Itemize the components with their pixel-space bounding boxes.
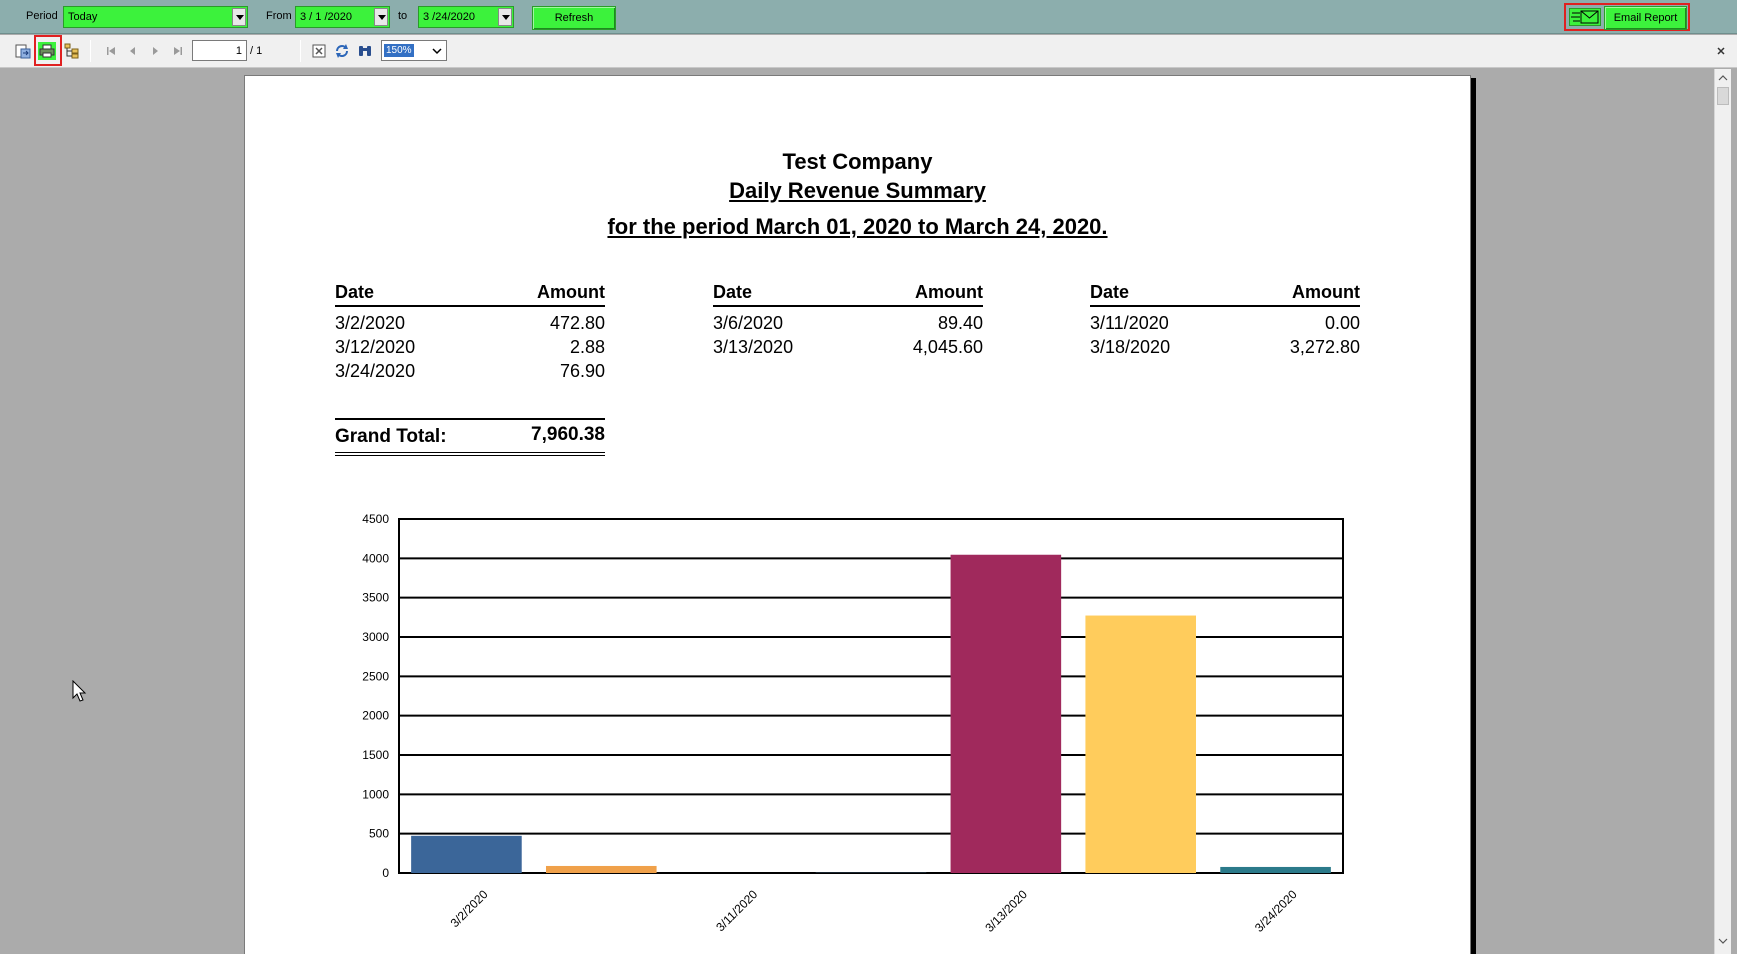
- x-tick-label: 3/2/2020: [448, 887, 491, 930]
- grand-total-label: Grand Total:: [335, 426, 447, 447]
- from-date-picker[interactable]: 3 / 1 /2020: [295, 6, 390, 28]
- refresh-button[interactable]: Refresh: [532, 6, 616, 30]
- y-tick-label: 1500: [362, 748, 389, 762]
- scroll-down-icon[interactable]: [1715, 934, 1732, 948]
- export-icon[interactable]: [14, 42, 32, 60]
- plot-frame: [398, 518, 1344, 874]
- first-page-icon[interactable]: [103, 42, 121, 60]
- y-tick-label: 2000: [362, 709, 389, 723]
- zoom-select[interactable]: 150%: [381, 40, 447, 61]
- chevron-down-icon[interactable]: [498, 8, 512, 26]
- group-tree-icon[interactable]: [63, 42, 81, 60]
- table-row: 3/18/2020 3,272.80: [1090, 337, 1360, 357]
- y-tick-label: 4000: [362, 551, 389, 565]
- zoom-value: 150%: [384, 44, 414, 57]
- to-label: to: [398, 10, 408, 22]
- table-row: 3/2/2020 472.80: [335, 313, 605, 333]
- report-toolbar: / 1: [0, 35, 1737, 68]
- x-tick-label: 3/24/2020: [1252, 887, 1300, 935]
- y-tick-label: 0: [382, 866, 389, 880]
- last-page-icon[interactable]: [168, 42, 186, 60]
- toolbar-separator: [300, 40, 301, 62]
- mouse-cursor-icon: [72, 680, 87, 702]
- scrollbar-thumb[interactable]: [1717, 87, 1729, 105]
- filter-bar: Period Today From 3 / 1 /2020 to 3 /24/2…: [0, 0, 1737, 34]
- date-header: Date: [713, 282, 753, 302]
- amount-header: Amount: [915, 282, 983, 302]
- amount-header: Amount: [537, 282, 605, 302]
- y-tick-label: 3500: [362, 591, 389, 605]
- amount-header: Amount: [1292, 282, 1360, 302]
- scroll-up-icon[interactable]: [1715, 71, 1732, 85]
- grand-total: Grand Total: 7,960.38: [335, 418, 605, 456]
- revenue-column-3: Date Amount 3/11/2020 0.00 3/18/2020 3,272.…: [1090, 280, 1360, 357]
- period-value: Today: [68, 11, 98, 23]
- y-tick-label: 500: [369, 827, 389, 841]
- from-date-value: 3 / 1 /2020: [300, 11, 352, 23]
- y-tick-label: 1000: [362, 787, 389, 801]
- from-label: From: [266, 10, 292, 22]
- grand-total-value: 7,960.38: [531, 424, 605, 445]
- chevron-down-icon[interactable]: [430, 43, 444, 58]
- period-label: Period: [26, 10, 58, 22]
- close-icon[interactable]: [1714, 44, 1728, 58]
- bar-3/18/2020: [1085, 615, 1197, 873]
- revenue-bar-chart: 0 500 1000 1500 2000 2500 3000 3500 4000 4500 3/2…: [362, 512, 1344, 935]
- bar-3/24/2020: [1220, 866, 1331, 873]
- table-row: 3/11/2020 0.00: [1090, 313, 1360, 333]
- chevron-down-icon[interactable]: [232, 8, 246, 26]
- y-tick-label: 4500: [362, 512, 389, 526]
- chevron-down-icon[interactable]: [374, 8, 388, 26]
- date-header: Date: [335, 282, 375, 302]
- date-header: Date: [1090, 282, 1130, 302]
- email-highlight-frame: [1564, 3, 1690, 31]
- print-icon[interactable]: [38, 42, 56, 60]
- report-title: Daily Revenue Summary: [729, 178, 986, 203]
- page-total: / 1: [250, 45, 263, 57]
- table-row: 3/12/2020 2.88: [335, 337, 605, 357]
- y-tick-label: 3000: [362, 630, 389, 644]
- to-date-value: 3 /24/2020: [423, 11, 475, 23]
- print-highlight-frame: [34, 35, 62, 66]
- bar-3/2/2020: [411, 835, 522, 873]
- x-tick-label: 3/11/2020: [713, 887, 760, 934]
- next-page-icon[interactable]: [146, 42, 164, 60]
- table-row: 3/6/2020 89.40: [713, 313, 983, 333]
- binoculars-icon[interactable]: [356, 42, 374, 60]
- y-tick-label: 2500: [362, 669, 389, 683]
- table-row: 3/24/2020 76.90: [335, 361, 605, 381]
- report-period: for the period March 01, 2020 to March 2…: [607, 214, 1108, 239]
- stop-icon[interactable]: [310, 42, 328, 60]
- company-name: Test Company: [782, 149, 933, 174]
- previous-page-icon[interactable]: [124, 42, 142, 60]
- email-icon[interactable]: [1569, 8, 1601, 26]
- period-select[interactable]: Today: [63, 6, 248, 28]
- report-page: Test Company Daily Revenue Summary for t…: [244, 75, 1471, 954]
- revenue-column-2: Date Amount 3/6/2020 89.40 3/13/2020 4,045.…: [713, 280, 983, 357]
- to-date-picker[interactable]: 3 /24/2020: [418, 6, 514, 28]
- refresh-icon[interactable]: [333, 42, 351, 60]
- bar-3/6/2020: [545, 865, 657, 873]
- revenue-column-1: Date Amount 3/2/2020 472.80 3/12/2020 2.88 …: [335, 280, 605, 381]
- table-row: 3/13/2020 4,045.60: [713, 337, 983, 357]
- x-tick-label: 3/13/2020: [982, 887, 1030, 935]
- page-number-input[interactable]: [192, 40, 247, 61]
- bar-3/13/2020: [950, 554, 1062, 873]
- email-report-button[interactable]: Email Report: [1604, 6, 1687, 30]
- toolbar-separator: [90, 40, 91, 62]
- vertical-scrollbar[interactable]: [1714, 69, 1731, 954]
